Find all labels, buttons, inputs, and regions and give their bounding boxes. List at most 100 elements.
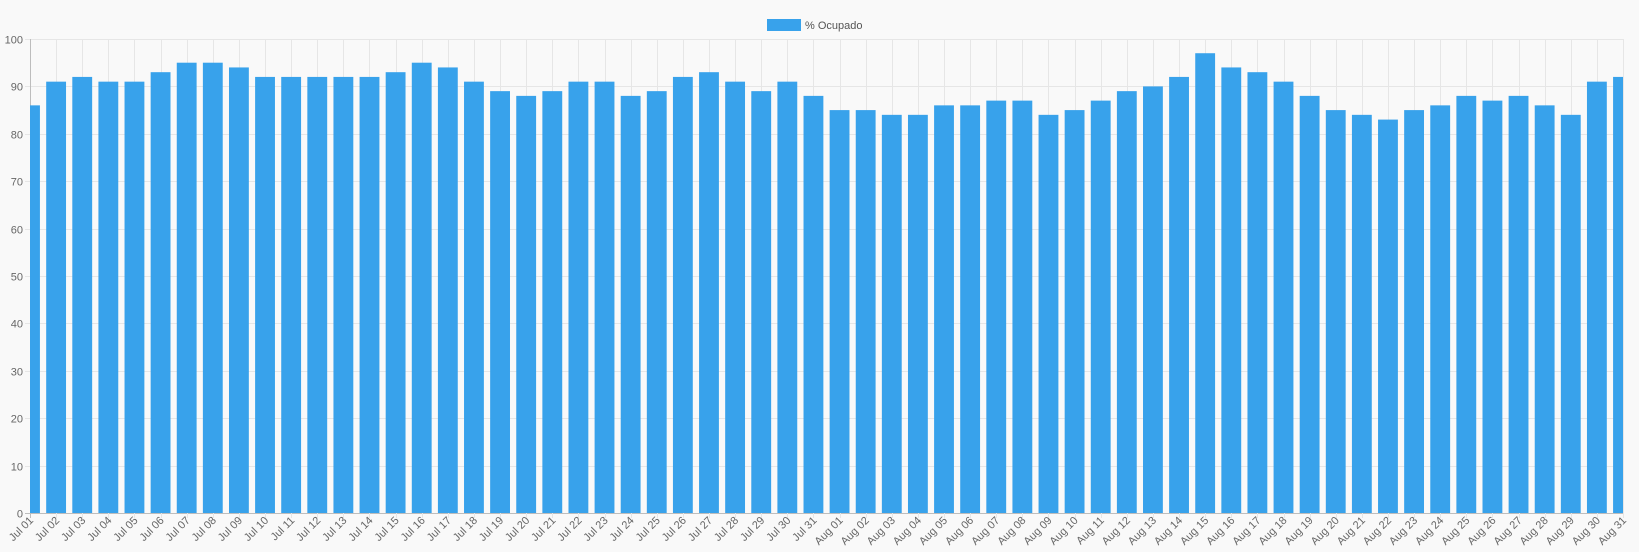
bar[interactable] xyxy=(46,81,67,513)
x-tick-label: Jul 30 xyxy=(764,515,793,544)
bar[interactable] xyxy=(1273,81,1294,513)
x-tick-label: Aug 20 xyxy=(1309,515,1342,548)
y-tick-label: 50 xyxy=(11,272,23,284)
x-tick-label: Jul 12 xyxy=(294,515,323,544)
bar[interactable] xyxy=(464,81,484,513)
bar[interactable] xyxy=(934,105,954,514)
bar[interactable] xyxy=(1116,91,1137,513)
bar[interactable] xyxy=(855,110,876,513)
bar[interactable] xyxy=(411,62,432,513)
bar[interactable] xyxy=(385,72,406,514)
bar[interactable] xyxy=(594,81,615,513)
bar[interactable] xyxy=(1299,95,1320,513)
x-tick-label: Jul 18 xyxy=(451,515,480,544)
bar[interactable] xyxy=(542,91,563,513)
bars xyxy=(30,53,1623,514)
x-tick-label: Jul 21 xyxy=(529,515,558,544)
x-tick-label: Aug 23 xyxy=(1387,515,1420,548)
y-tick-label: 90 xyxy=(11,82,23,94)
bar[interactable] xyxy=(1378,119,1398,513)
bar[interactable] xyxy=(1169,76,1189,514)
x-tick-label: Jul 05 xyxy=(111,515,140,544)
x-tick-label: Aug 27 xyxy=(1492,515,1525,548)
bar[interactable] xyxy=(1613,76,1623,514)
x-tick-label: Jul 26 xyxy=(660,515,689,544)
bar[interactable] xyxy=(333,76,354,514)
bar[interactable] xyxy=(751,91,772,513)
x-tick-label: Jul 20 xyxy=(503,515,532,544)
bar[interactable] xyxy=(1508,95,1529,513)
bar[interactable] xyxy=(986,100,1007,514)
bar[interactable] xyxy=(881,114,902,513)
x-tick-label: Aug 16 xyxy=(1204,515,1237,548)
bar[interactable] xyxy=(437,67,458,513)
bar[interactable] xyxy=(1404,110,1425,513)
bar[interactable] xyxy=(98,81,119,513)
bar[interactable] xyxy=(699,72,719,514)
x-tick-label: Aug 02 xyxy=(839,515,872,548)
x-tick-label: Jul 13 xyxy=(320,515,349,544)
bar[interactable] xyxy=(490,91,510,513)
y-tick-label: 40 xyxy=(11,319,23,331)
bar[interactable] xyxy=(1586,81,1607,513)
bar[interactable] xyxy=(150,72,171,514)
bar[interactable] xyxy=(672,76,693,514)
bar[interactable] xyxy=(176,62,197,513)
bar[interactable] xyxy=(960,105,981,514)
bar[interactable] xyxy=(1560,114,1581,513)
x-tick-label: Aug 31 xyxy=(1596,515,1629,548)
bar[interactable] xyxy=(646,91,667,513)
bar[interactable] xyxy=(1038,114,1059,513)
x-tick-label: Aug 25 xyxy=(1439,515,1472,548)
bar[interactable] xyxy=(307,76,328,514)
bar[interactable] xyxy=(228,67,249,513)
bar[interactable] xyxy=(202,62,223,513)
bar[interactable] xyxy=(255,76,275,514)
bar[interactable] xyxy=(1064,110,1085,513)
x-tick-label: Aug 19 xyxy=(1283,515,1316,548)
bar[interactable] xyxy=(568,81,589,513)
x-tick-label: Aug 05 xyxy=(917,515,950,548)
x-tick-label: Aug 24 xyxy=(1413,515,1446,548)
bar[interactable] xyxy=(907,114,928,513)
y-tick-label: 30 xyxy=(11,367,23,379)
x-tick-label: Aug 14 xyxy=(1152,515,1185,548)
bar[interactable] xyxy=(1247,72,1268,514)
bar[interactable] xyxy=(72,76,93,514)
x-tick-label: Jul 07 xyxy=(164,515,193,544)
bar[interactable] xyxy=(1325,110,1346,513)
bar[interactable] xyxy=(516,95,537,513)
bar[interactable] xyxy=(777,81,798,513)
legend[interactable]: % Ocupado xyxy=(767,19,862,32)
bar[interactable] xyxy=(803,95,824,513)
x-tick-label: Aug 06 xyxy=(943,515,976,548)
bar[interactable] xyxy=(281,76,302,514)
bar[interactable] xyxy=(1221,67,1242,513)
bar[interactable] xyxy=(620,95,641,513)
x-tick-label: Aug 01 xyxy=(813,515,846,548)
x-tick-label: Jul 10 xyxy=(242,515,271,544)
bar[interactable] xyxy=(124,81,145,513)
bar[interactable] xyxy=(1143,86,1163,514)
bar[interactable] xyxy=(829,110,850,513)
bar[interactable] xyxy=(1482,100,1503,514)
bar[interactable] xyxy=(1090,100,1111,514)
bar[interactable] xyxy=(1195,53,1216,513)
bar[interactable] xyxy=(1430,105,1451,514)
bar[interactable] xyxy=(30,105,40,514)
bar[interactable] xyxy=(1351,114,1372,513)
bar[interactable] xyxy=(1012,100,1033,514)
x-tick-label: Aug 30 xyxy=(1570,515,1603,548)
x-tick-label: Jul 08 xyxy=(190,515,219,544)
bar[interactable] xyxy=(725,81,746,513)
legend-label: % Ocupado xyxy=(805,20,862,32)
bar[interactable] xyxy=(359,76,380,514)
bar[interactable] xyxy=(1534,105,1555,514)
y-tick-label: 10 xyxy=(11,462,23,474)
bar[interactable] xyxy=(1456,95,1477,513)
x-tick-label: Jul 27 xyxy=(686,515,715,544)
x-tick-label: Jul 02 xyxy=(33,515,62,544)
x-tick-label: Aug 17 xyxy=(1230,515,1263,548)
